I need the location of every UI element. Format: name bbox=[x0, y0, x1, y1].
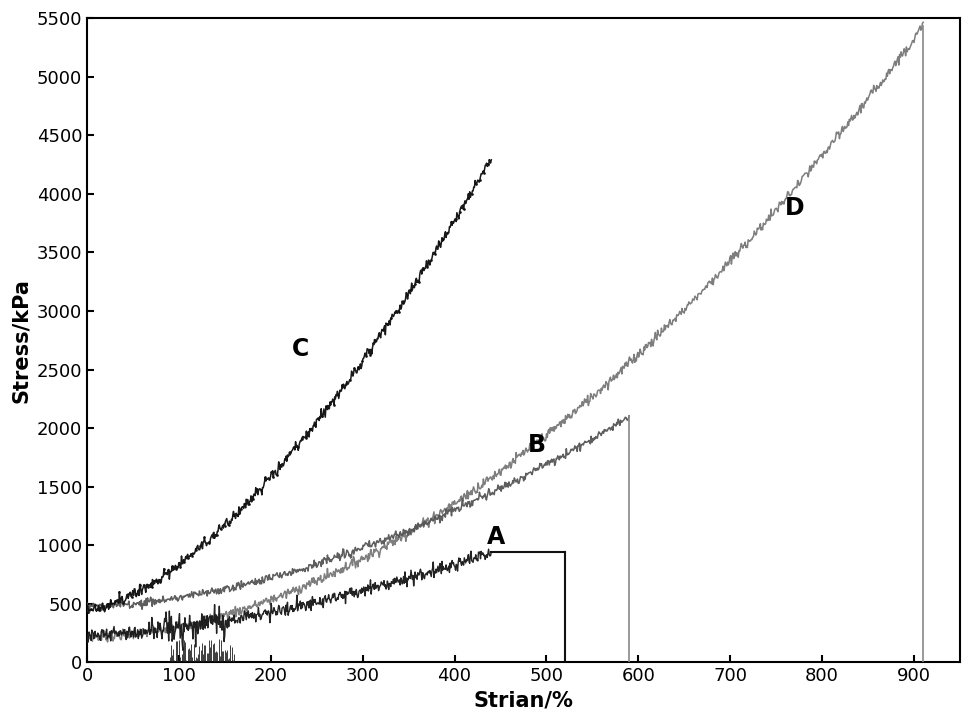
Text: D: D bbox=[785, 196, 804, 220]
Text: B: B bbox=[528, 432, 547, 456]
Y-axis label: Stress/kPa: Stress/kPa bbox=[11, 278, 31, 403]
Text: A: A bbox=[486, 525, 505, 549]
Text: C: C bbox=[291, 336, 309, 360]
X-axis label: Strian/%: Strian/% bbox=[474, 691, 574, 711]
